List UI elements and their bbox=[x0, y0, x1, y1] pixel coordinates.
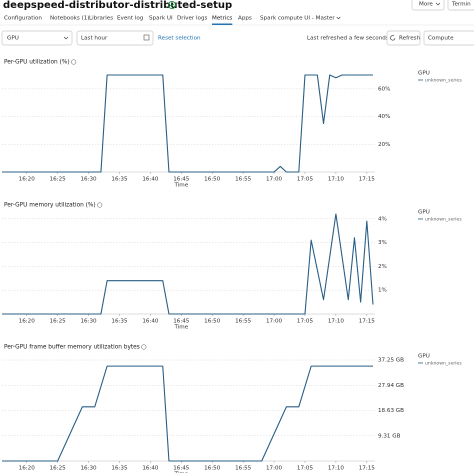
legend-label: unknown_series bbox=[425, 361, 462, 367]
x-tick-label: 16:40 bbox=[142, 466, 159, 472]
reset-link[interactable]: Reset selection bbox=[158, 36, 201, 42]
legend-title: GPU bbox=[418, 354, 430, 360]
x-tick-label: 17:00 bbox=[266, 319, 283, 325]
refresh-label: Refresh bbox=[399, 36, 421, 42]
x-tick-label: 17:15 bbox=[359, 466, 376, 472]
x-tick-label: 16:30 bbox=[81, 319, 98, 325]
tab[interactable]: Event log bbox=[117, 16, 144, 22]
x-tick-label: 16:45 bbox=[173, 177, 190, 183]
metric-select[interactable] bbox=[1, 30, 73, 46]
terminate-button[interactable] bbox=[447, 0, 474, 11]
y-tick-label: 60% bbox=[378, 86, 390, 92]
refresh-icon bbox=[390, 35, 396, 41]
x-tick-label: 16:50 bbox=[204, 177, 221, 183]
x-tick-label: 16:55 bbox=[235, 466, 252, 472]
tab[interactable]: Driver logs bbox=[177, 16, 208, 22]
y-tick-label: 40% bbox=[378, 114, 390, 120]
range-label: Last hour bbox=[81, 36, 108, 42]
range-select[interactable] bbox=[76, 30, 154, 46]
metric-label: GPU bbox=[7, 36, 19, 42]
status-check bbox=[169, 3, 175, 7]
tab[interactable]: Spark compute UI - Master bbox=[260, 16, 335, 22]
scope-label: Compute bbox=[428, 36, 454, 42]
x-tick-label: 17:15 bbox=[359, 177, 376, 183]
calendar-icon bbox=[143, 34, 150, 41]
x-tick-label: 16:35 bbox=[111, 177, 128, 183]
x-tick-label: 16:35 bbox=[111, 466, 128, 472]
x-tick-label: 16:30 bbox=[81, 466, 98, 472]
x-tick-label: 16:20 bbox=[19, 319, 36, 325]
series-line bbox=[2, 213, 374, 315]
x-tick-label: 16:40 bbox=[142, 319, 159, 325]
x-tick-label: 17:10 bbox=[328, 319, 345, 325]
info-icon bbox=[141, 344, 147, 350]
x-tick-label: 16:50 bbox=[204, 466, 221, 472]
x-axis-label: Time bbox=[173, 472, 188, 473]
legend-title: GPU bbox=[418, 71, 430, 77]
more-button[interactable] bbox=[411, 0, 445, 11]
status-icon bbox=[167, 0, 177, 10]
page-title: deepspeed-distributor-distributed-setup bbox=[3, 0, 232, 11]
tab[interactable]: Metrics bbox=[212, 16, 232, 22]
tab[interactable]: Configuration bbox=[4, 16, 42, 22]
y-tick-label: 3% bbox=[378, 240, 387, 246]
metric-caret bbox=[63, 36, 69, 40]
y-tick-label: 27.94 GB bbox=[378, 383, 404, 389]
x-tick-label: 16:45 bbox=[173, 319, 190, 325]
active-tab-indicator bbox=[212, 23, 233, 25]
y-tick-label: 37.25 GB bbox=[378, 358, 404, 364]
y-tick-label: 1% bbox=[378, 288, 387, 294]
x-tick-label: 16:25 bbox=[50, 466, 67, 472]
more-label: More bbox=[419, 2, 433, 8]
terminate-label: Termin bbox=[451, 2, 471, 8]
x-tick-label: 17:05 bbox=[297, 466, 314, 472]
x-tick-label: 16:50 bbox=[204, 319, 221, 325]
chart-title: Per-GPU memory utilization (%) bbox=[4, 203, 96, 209]
y-tick-label: 4% bbox=[378, 216, 387, 222]
legend-label: unknown_series bbox=[425, 78, 462, 84]
series-line bbox=[2, 74, 373, 173]
x-tick-label: 16:25 bbox=[50, 177, 67, 183]
more-caret bbox=[435, 2, 441, 6]
refresh-status: Last refreshed a few seconds ago bbox=[307, 36, 401, 42]
x-tick-label: 17:00 bbox=[266, 466, 283, 472]
x-tick-label: 17:05 bbox=[297, 319, 314, 325]
scope-select[interactable] bbox=[423, 30, 474, 46]
x-axis-label: Time bbox=[173, 325, 188, 331]
tab-caret bbox=[336, 16, 341, 20]
tab[interactable]: Notebooks (1) bbox=[50, 16, 90, 22]
y-tick-label: 2% bbox=[378, 264, 387, 270]
y-tick-label: 9.31 GB bbox=[378, 433, 401, 439]
x-tick-label: 17:05 bbox=[297, 177, 314, 183]
x-tick-label: 17:10 bbox=[328, 177, 345, 183]
x-tick-label: 16:55 bbox=[235, 177, 252, 183]
x-axis-label: Time bbox=[173, 183, 188, 189]
x-tick-label: 16:20 bbox=[19, 177, 36, 183]
chart-title: Per-GPU frame buffer memory utilization … bbox=[4, 345, 140, 351]
x-tick-label: 17:00 bbox=[266, 177, 283, 183]
x-tick-label: 17:10 bbox=[328, 466, 345, 472]
info-icon bbox=[97, 202, 103, 208]
refresh-button[interactable] bbox=[386, 30, 421, 46]
legend-label: unknown_series bbox=[425, 217, 462, 223]
x-tick-label: 16:30 bbox=[81, 177, 98, 183]
x-tick-label: 16:35 bbox=[111, 319, 128, 325]
tab[interactable]: Spark UI bbox=[149, 16, 173, 22]
tab[interactable]: Libraries bbox=[89, 16, 113, 22]
x-tick-label: 17:15 bbox=[359, 319, 376, 325]
x-tick-label: 16:20 bbox=[19, 466, 36, 472]
y-tick-label: 20% bbox=[378, 142, 390, 148]
chart-title: Per-GPU utilization (%) bbox=[4, 60, 70, 66]
series-line bbox=[2, 365, 373, 462]
x-tick-label: 16:45 bbox=[173, 466, 190, 472]
legend-title: GPU bbox=[418, 210, 430, 216]
x-tick-label: 16:25 bbox=[50, 319, 67, 325]
tab[interactable]: Apps bbox=[238, 16, 252, 22]
info-icon bbox=[71, 59, 77, 65]
x-tick-label: 16:40 bbox=[142, 177, 159, 183]
x-tick-label: 16:55 bbox=[235, 319, 252, 325]
y-tick-label: 18.63 GB bbox=[378, 408, 404, 414]
